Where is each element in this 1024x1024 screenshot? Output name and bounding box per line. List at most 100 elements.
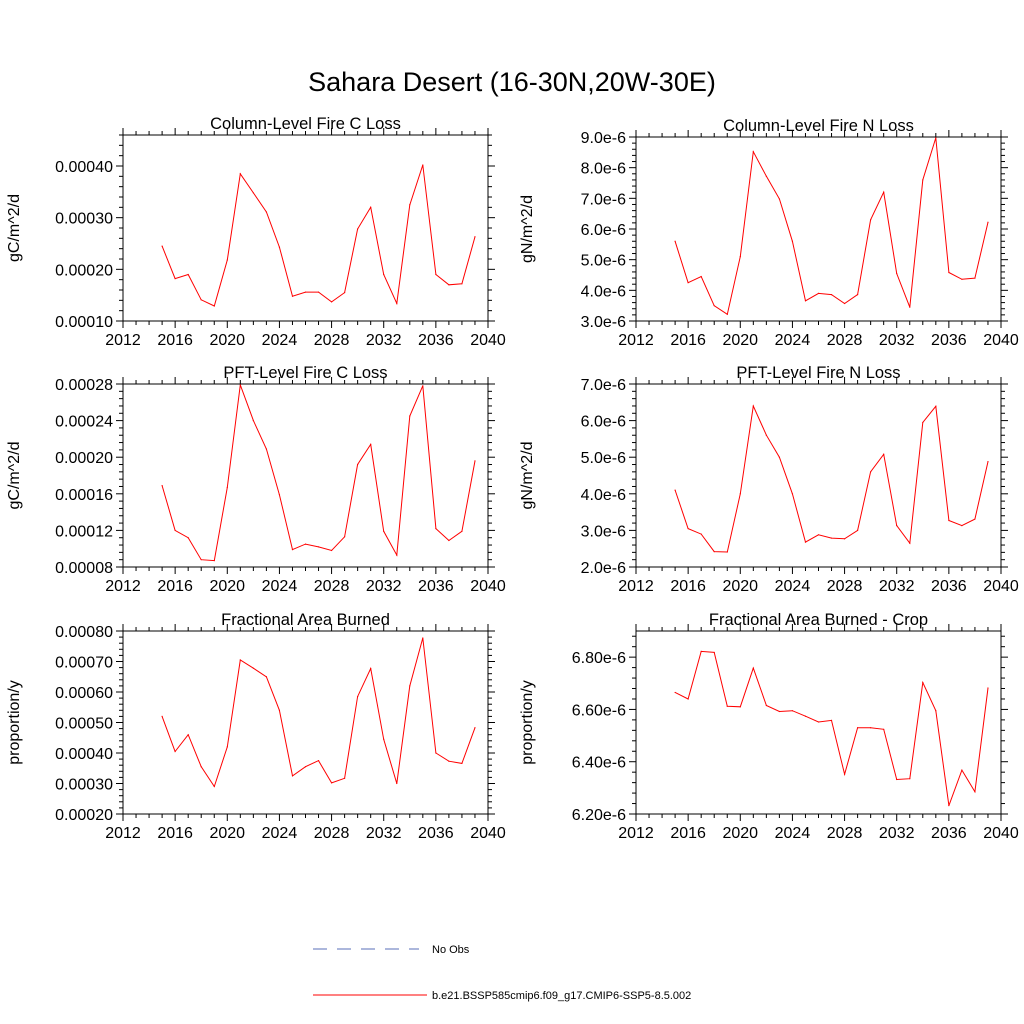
y-tick-label: 6.60e-6 (572, 702, 626, 719)
data-point (448, 284, 450, 286)
data-point (752, 151, 754, 153)
y-tick-label: 0.00080 (55, 624, 113, 641)
data-point (700, 275, 702, 278)
y-tick-label: 3.0e-6 (581, 523, 626, 540)
data-point (817, 534, 820, 536)
data-point (778, 456, 780, 458)
data-point (674, 240, 676, 242)
data-point (817, 292, 820, 294)
data-point (843, 538, 846, 540)
chart-panel-3: 2012 2016 2020 2024 2028 2032 2036 2040 0.00008 0… (6, 364, 506, 595)
data-point (187, 734, 189, 736)
data-point (291, 775, 294, 777)
data-point (700, 533, 702, 535)
x-tick-label: 2020 (209, 332, 245, 349)
data-point (935, 710, 937, 712)
data-point (896, 778, 898, 781)
legend: No Obs b.e21.BSSP585cmip6.f09_g17.CMIP6-… (313, 944, 691, 1002)
data-point (396, 782, 398, 785)
x-tick-label: 2016 (670, 578, 706, 595)
y-tick-label: 0.00060 (55, 685, 113, 702)
panel-title: Column-Level Fire C Loss (210, 115, 401, 133)
data-point (883, 191, 885, 193)
data-point (252, 420, 254, 422)
chart-panel-6: 2012 2016 2020 2024 2028 2032 2036 2040 6.20e-6 6… (519, 611, 1019, 842)
x-tick-label: 2024 (775, 825, 811, 842)
data-point (752, 667, 754, 669)
data-point (344, 536, 346, 538)
data-point (239, 384, 241, 386)
y-axis-label: gC/m^2/d (6, 442, 23, 510)
data-point (187, 537, 189, 539)
data-point (252, 192, 254, 194)
data-point (804, 541, 807, 543)
x-tick-label: 2024 (262, 578, 298, 595)
data-point (330, 301, 333, 303)
data-point (726, 313, 728, 315)
data-point (987, 460, 989, 463)
legend-obs-label: No Obs (432, 944, 470, 956)
y-tick-label: 0.00050 (55, 716, 113, 733)
data-point (687, 698, 689, 700)
data-point (870, 727, 872, 729)
data-point (687, 282, 689, 284)
data-point (239, 659, 241, 661)
data-point (435, 527, 437, 530)
data-point (370, 206, 372, 208)
x-tick-label: 2024 (775, 578, 811, 595)
y-tick-label: 4.0e-6 (581, 487, 626, 504)
data-point (817, 721, 820, 723)
data-point (226, 486, 228, 488)
data-point (791, 710, 794, 712)
panel-title: Fractional Area Burned (221, 611, 390, 629)
data-point (857, 727, 859, 729)
x-tick-label: 2028 (314, 825, 350, 842)
data-point (213, 785, 215, 788)
data-point (304, 543, 307, 545)
x-tick-label: 2040 (470, 332, 506, 349)
data-point (317, 291, 320, 293)
data-point (909, 778, 911, 780)
data-point (239, 173, 241, 175)
data-point (278, 709, 281, 711)
x-tick-label: 2036 (418, 578, 454, 595)
data-point (265, 211, 267, 213)
data-point (291, 295, 294, 297)
chart-panel-1: 2012 2016 2020 2024 2028 2032 2036 2040 0.00010 0… (6, 115, 506, 349)
data-point (961, 278, 963, 280)
x-tick-label: 2020 (722, 578, 758, 595)
x-tick-label: 2032 (879, 578, 915, 595)
panel-title: PFT-Level Fire N Loss (736, 364, 900, 382)
data-point (357, 463, 359, 466)
data-point (883, 453, 885, 455)
y-tick-label: 0.00070 (55, 655, 113, 672)
x-tick-label: 2012 (105, 825, 141, 842)
data-point (265, 448, 267, 450)
x-tick-label: 2012 (618, 825, 654, 842)
y-axis-label: proportion/y (519, 680, 536, 765)
y-tick-label: 0.00010 (55, 314, 113, 331)
data-point (278, 494, 281, 496)
data-point (161, 484, 163, 487)
y-tick-label: 0.00008 (55, 560, 113, 577)
data-point (974, 518, 976, 520)
x-tick-label: 2024 (775, 332, 811, 349)
data-point (870, 219, 872, 221)
x-tick-label: 2040 (983, 578, 1019, 595)
data-point (474, 727, 476, 729)
data-point (370, 443, 372, 445)
data-point (857, 294, 859, 296)
data-point (461, 283, 463, 285)
x-tick-label: 2032 (366, 825, 402, 842)
data-point (448, 539, 450, 542)
data-point (461, 762, 463, 764)
y-tick-label: 5.0e-6 (581, 253, 626, 270)
data-point (948, 519, 950, 522)
data-point (961, 525, 963, 527)
data-point (974, 277, 976, 279)
data-point (804, 715, 807, 717)
x-tick-label: 2016 (157, 578, 193, 595)
y-tick-label: 2.0e-6 (581, 560, 626, 577)
data-point (830, 719, 833, 722)
data-point (396, 554, 398, 556)
